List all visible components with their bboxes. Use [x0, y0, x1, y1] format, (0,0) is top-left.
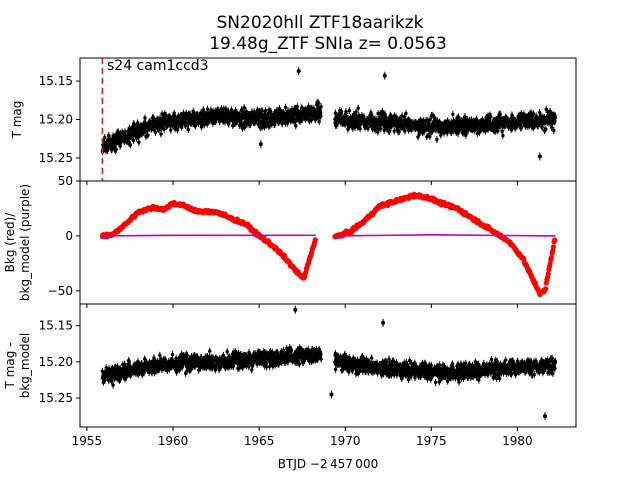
data-point — [520, 125, 524, 129]
data-point — [319, 114, 323, 118]
data-point — [362, 114, 366, 119]
data-point — [382, 73, 387, 78]
bkg-point — [312, 237, 318, 243]
data-point — [137, 140, 141, 144]
data-point — [296, 69, 301, 74]
data-point — [128, 143, 133, 147]
y-tick-label: 15.15 — [39, 74, 73, 88]
data-point — [347, 108, 352, 113]
data-point — [269, 109, 273, 114]
data-point — [537, 154, 542, 159]
data-point — [295, 105, 299, 109]
data-point — [131, 138, 136, 143]
data-point — [186, 122, 190, 127]
chart-title-line1: SN2020hll ZTF18aarikzk — [217, 13, 424, 33]
data-point — [510, 113, 514, 117]
data-point — [118, 144, 122, 148]
data-point — [186, 127, 190, 132]
data-point — [399, 120, 404, 124]
data-point — [159, 132, 163, 136]
data-point — [339, 109, 344, 114]
panel-top: 15.15 15.20 15.25 T mag — [10, 57, 577, 185]
data-point — [552, 128, 556, 133]
y-tick-label: 15.20 — [39, 113, 73, 127]
data-point — [300, 105, 304, 110]
data-point — [531, 112, 536, 116]
y-tick-label: 15.25 — [39, 151, 73, 165]
data-point — [354, 110, 358, 114]
data-point — [162, 127, 166, 131]
plot-area — [99, 191, 558, 298]
data-point — [544, 127, 548, 131]
data-point — [356, 106, 360, 110]
data-point — [242, 105, 246, 110]
data-point — [428, 118, 432, 122]
data-point — [317, 119, 321, 124]
data-point — [553, 116, 558, 120]
bkg-point — [532, 280, 539, 286]
data-point — [258, 142, 263, 147]
data-point — [404, 111, 408, 116]
data-point — [540, 125, 544, 130]
data-point — [176, 125, 180, 129]
data-point — [403, 129, 407, 133]
data-point — [244, 109, 248, 113]
data-point — [387, 129, 392, 134]
data-point — [309, 118, 314, 122]
data-point — [435, 137, 439, 142]
data-point — [379, 126, 383, 131]
data-point — [143, 116, 147, 120]
y-axis-label: T mag — [10, 101, 24, 140]
data-point — [280, 122, 284, 126]
data-point — [366, 126, 370, 131]
data-point — [260, 109, 264, 113]
data-point — [319, 104, 323, 109]
data-point — [146, 133, 150, 137]
bkg-point — [521, 256, 527, 262]
data-point — [425, 135, 429, 139]
data-point — [300, 118, 304, 122]
data-point — [428, 134, 432, 139]
chart-title-line2: 19.48g_ZTF SNIa z= 0.0563 — [209, 34, 447, 54]
data-point — [397, 129, 401, 134]
data-point — [369, 113, 374, 117]
data-point — [537, 110, 542, 115]
data-point — [522, 112, 526, 116]
data-point — [201, 108, 206, 113]
data-point — [501, 133, 505, 138]
data-point — [464, 133, 468, 138]
data-point — [431, 113, 435, 117]
data-point — [202, 123, 206, 127]
data-point — [353, 125, 357, 130]
plot-area — [100, 67, 558, 161]
data-point — [220, 110, 224, 114]
data-point — [114, 147, 118, 152]
data-point — [107, 133, 111, 138]
data-point — [451, 112, 455, 117]
data-point — [263, 108, 268, 113]
data-point — [392, 129, 396, 133]
data-point — [358, 127, 362, 131]
data-point — [199, 125, 204, 129]
data-point — [489, 115, 493, 119]
data-point — [335, 123, 339, 128]
data-point — [153, 130, 158, 135]
data-point — [382, 128, 386, 133]
data-point — [383, 112, 387, 116]
data-point — [164, 113, 168, 118]
data-point — [283, 105, 288, 109]
data-point — [498, 112, 502, 116]
data-point — [252, 110, 256, 114]
data-point — [243, 125, 247, 129]
data-point — [123, 130, 127, 134]
data-point — [477, 130, 482, 135]
data-point — [316, 101, 321, 105]
data-point — [294, 124, 298, 128]
data-point — [169, 128, 173, 132]
data-point — [103, 135, 107, 140]
